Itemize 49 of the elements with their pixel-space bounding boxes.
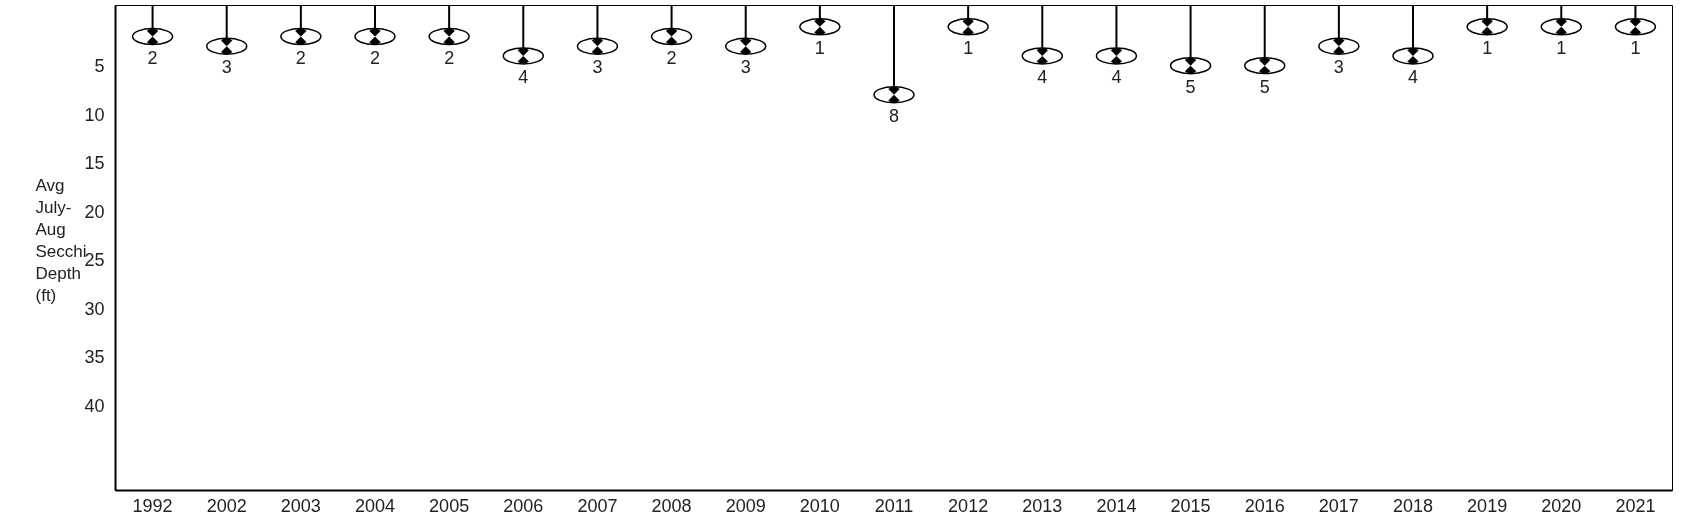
x-tick-label: 2020 (1541, 495, 1582, 516)
x-tick-label: 2010 (799, 495, 840, 516)
data-label: 4 (1037, 66, 1048, 87)
data-label: 2 (147, 47, 158, 68)
x-tick-label: 2014 (1096, 495, 1137, 516)
data-label: 1 (814, 37, 825, 58)
x-tick-label: 2012 (948, 495, 989, 516)
data-label: 3 (740, 57, 751, 78)
y-tick-label: 40 (84, 395, 105, 416)
data-label: 8 (888, 105, 900, 126)
x-tick-label: 2009 (725, 495, 766, 516)
y-tick-label: 10 (84, 104, 105, 125)
data-label: 5 (1259, 76, 1270, 97)
x-tick-label: 2018 (1392, 495, 1434, 516)
data-label: 1 (963, 37, 974, 58)
x-tick-label: 2013 (1022, 495, 1063, 516)
x-tick-label: 2017 (1318, 495, 1359, 516)
y-tick-label: 30 (84, 298, 105, 319)
x-tick-label: 2011 (874, 495, 914, 516)
x-tick-label: 2004 (354, 495, 396, 516)
data-label: 2 (444, 47, 455, 68)
y-tick-label: 15 (84, 153, 105, 174)
data-label: 1 (1482, 37, 1493, 58)
x-tick-label: 2006 (503, 495, 544, 516)
x-tick-label: 2008 (651, 495, 692, 516)
data-label: 5 (1185, 76, 1196, 97)
x-tick-label: 1992 (132, 495, 173, 516)
data-label: 4 (518, 66, 529, 87)
data-label: 2 (369, 47, 381, 68)
data-label: 1 (1556, 37, 1567, 58)
x-tick-label: 2007 (577, 495, 618, 516)
data-label: 2 (666, 47, 677, 68)
y-tick-label: 20 (84, 201, 105, 222)
data-label: 3 (221, 57, 232, 78)
data-label: 2 (295, 47, 306, 68)
data-label: 4 (1111, 66, 1122, 87)
data-label: 1 (1630, 37, 1641, 58)
x-tick-label: 2021 (1615, 495, 1656, 516)
y-tick-label: 5 (94, 56, 105, 77)
x-tick-label: 2005 (429, 495, 470, 516)
y-tick-label: 35 (84, 347, 105, 368)
x-tick-label: 2015 (1170, 495, 1211, 516)
data-label: 3 (592, 57, 603, 78)
data-label: 3 (1333, 57, 1344, 78)
data-label: 4 (1407, 66, 1419, 87)
x-tick-label: 2002 (206, 495, 247, 516)
x-tick-label: 2003 (280, 495, 321, 516)
x-tick-label: 2019 (1467, 495, 1508, 516)
x-tick-label: 2016 (1244, 495, 1285, 516)
